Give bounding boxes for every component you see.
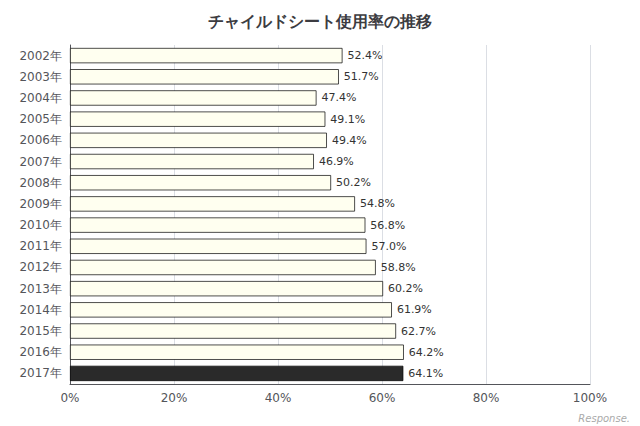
svg-text:62.7%: 62.7% bbox=[401, 325, 436, 338]
svg-text:チャイルドシート使用率の推移: チャイルドシート使用率の推移 bbox=[208, 12, 432, 31]
svg-text:46.9%: 46.9% bbox=[319, 155, 354, 168]
svg-text:49.4%: 49.4% bbox=[332, 134, 367, 147]
svg-text:57.0%: 57.0% bbox=[371, 240, 406, 253]
svg-text:100%: 100% bbox=[573, 391, 607, 405]
svg-text:49.1%: 49.1% bbox=[330, 113, 365, 126]
svg-text:2008年: 2008年 bbox=[19, 176, 62, 190]
svg-text:56.8%: 56.8% bbox=[370, 219, 405, 232]
svg-text:2013年: 2013年 bbox=[19, 282, 62, 296]
svg-text:64.2%: 64.2% bbox=[409, 346, 444, 359]
svg-text:2010年: 2010年 bbox=[19, 218, 62, 232]
svg-text:2009年: 2009年 bbox=[19, 197, 62, 211]
svg-text:2014年: 2014年 bbox=[19, 303, 62, 317]
svg-text:60.2%: 60.2% bbox=[388, 282, 423, 295]
svg-text:2003年: 2003年 bbox=[19, 70, 62, 84]
svg-text:2017年: 2017年 bbox=[19, 366, 62, 380]
svg-text:2002年: 2002年 bbox=[19, 49, 62, 63]
svg-text:0%: 0% bbox=[60, 391, 79, 405]
svg-text:20%: 20% bbox=[161, 391, 188, 405]
svg-text:52.4%: 52.4% bbox=[347, 49, 382, 62]
svg-text:50.2%: 50.2% bbox=[336, 176, 371, 189]
svg-text:2016年: 2016年 bbox=[19, 345, 62, 359]
svg-text:2012年: 2012年 bbox=[19, 260, 62, 274]
svg-text:2007年: 2007年 bbox=[19, 155, 62, 169]
svg-text:80%: 80% bbox=[473, 391, 500, 405]
svg-text:54.8%: 54.8% bbox=[360, 197, 395, 210]
svg-text:2004年: 2004年 bbox=[19, 91, 62, 105]
svg-text:2005年: 2005年 bbox=[19, 112, 62, 126]
svg-text:47.4%: 47.4% bbox=[321, 91, 356, 104]
svg-text:40%: 40% bbox=[265, 391, 292, 405]
svg-text:2011年: 2011年 bbox=[19, 239, 62, 253]
svg-text:Response.: Response. bbox=[578, 413, 630, 424]
svg-text:51.7%: 51.7% bbox=[344, 70, 379, 83]
svg-text:2015年: 2015年 bbox=[19, 324, 62, 338]
svg-text:2006年: 2006年 bbox=[19, 133, 62, 147]
svg-text:60%: 60% bbox=[369, 391, 396, 405]
svg-text:58.8%: 58.8% bbox=[381, 261, 416, 274]
svg-text:61.9%: 61.9% bbox=[397, 303, 432, 316]
svg-text:64.1%: 64.1% bbox=[408, 367, 443, 380]
